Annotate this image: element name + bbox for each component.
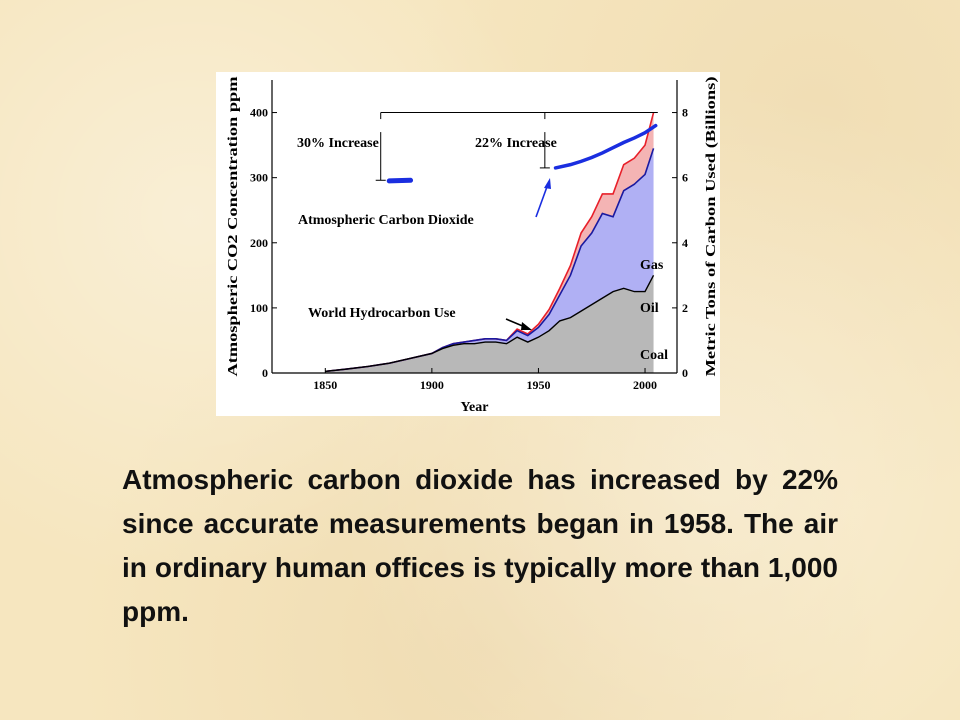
increase-22-label: 22% Increase (475, 136, 557, 151)
co2-series-2 (553, 123, 658, 170)
y-left-tick-label: 0 (262, 366, 268, 380)
co2-series-1 (386, 177, 414, 184)
y-right-tick-label: 8 (682, 106, 688, 120)
caption-text: Atmospheric carbon dioxide has increased… (122, 464, 838, 627)
y-left-axis-title: Atmospheric CO2 Concentration ppm (226, 76, 241, 376)
x-tick-label: 1850 (313, 378, 337, 392)
oil-label: Oil (640, 301, 659, 316)
co2-label: Atmospheric Carbon Dioxide (298, 213, 474, 228)
y-left-tick-label: 100 (250, 301, 268, 315)
y-right-axis-title: Metric Tons of Carbon Used (Billions) (704, 76, 719, 376)
y-right-tick-label: 6 (682, 171, 688, 185)
co2-hydrocarbon-chart: 1850 1900 1950 2000 0 100 200 300 400 0 2 4 6 8 Year At… (226, 76, 719, 415)
y-left-tick-label: 300 (250, 171, 268, 185)
y-right-tick-label: 0 (682, 366, 688, 380)
y-left-tick-label: 400 (250, 106, 268, 120)
coal-area (325, 275, 654, 373)
increase-30-label: 30% Increase (297, 136, 379, 151)
y-left-tick-label: 200 (250, 236, 268, 250)
co2-layer (375, 112, 658, 330)
coal-label: Coal (640, 348, 668, 363)
x-tick-label: 2000 (633, 378, 657, 392)
chart-panel: 1850 1900 1950 2000 0 100 200 300 400 0 2 4 6 8 Year At… (216, 72, 720, 416)
oil-area (325, 148, 654, 372)
x-tick-label: 1950 (526, 378, 550, 392)
coal-line (325, 275, 655, 373)
hydro-arrow-head (521, 322, 532, 330)
x-tick-label: 1900 (420, 378, 444, 392)
hydrocarbon-label: World Hydrocarbon Use (308, 306, 456, 321)
co2-arrow-line (535, 183, 549, 218)
area-layer (325, 112, 655, 373)
y-right-tick-label: 4 (682, 236, 688, 250)
axes-layer: 1850 1900 1950 2000 0 100 200 300 400 0 2 4 6 8 Year At… (226, 76, 719, 415)
co2-arrow-head (544, 178, 551, 189)
x-axis-title: Year (461, 400, 489, 415)
label-layer: 30% Increase 22% Increase Atmospheric Carb… (297, 136, 668, 363)
y-right-tick-label: 2 (682, 301, 688, 315)
gas-label: Gas (640, 258, 664, 273)
